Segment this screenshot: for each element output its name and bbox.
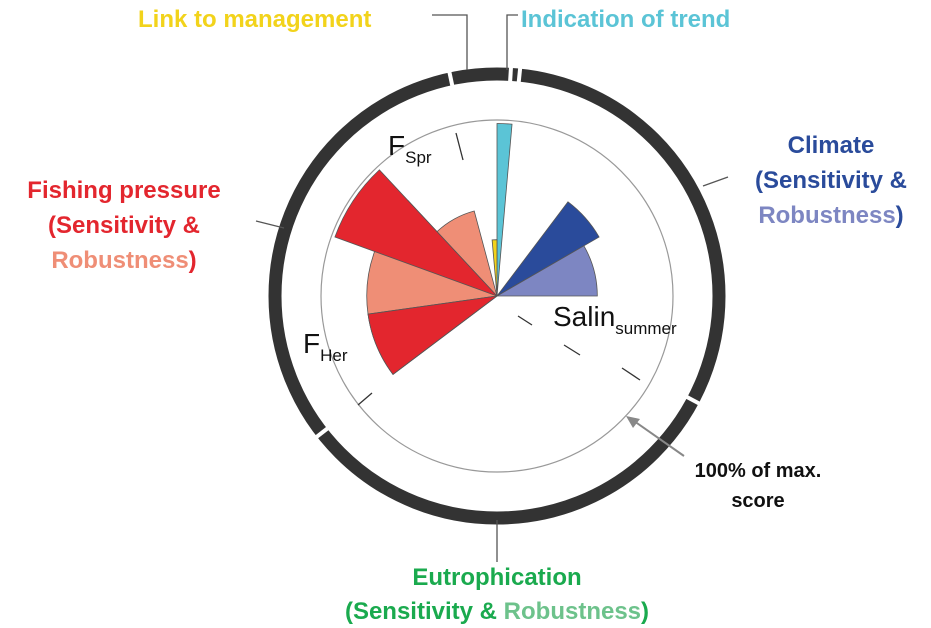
leaders: [255, 14, 729, 562]
indicator-main: F: [388, 130, 405, 161]
label: (Sensitivity & Robustness): [345, 598, 649, 625]
tick: [563, 344, 581, 356]
label-part: (Sensitivity &: [345, 598, 497, 625]
label: Eutrophication: [412, 564, 581, 591]
arrow-head: [626, 416, 640, 428]
label-part: [497, 598, 504, 625]
indicator: FSpr: [388, 130, 432, 167]
leader: [506, 14, 518, 70]
leader: [432, 14, 468, 70]
note: 100% of max.: [695, 460, 822, 482]
max-score-circle: [320, 119, 674, 473]
wedge: [334, 169, 498, 297]
label: Robustness): [758, 202, 903, 229]
leader: [255, 220, 285, 229]
indicator-main: F: [303, 328, 320, 359]
indicator-sub: Spr: [405, 148, 432, 167]
indicator-sub: summer: [615, 319, 677, 338]
wedge: [367, 295, 499, 375]
ring-gap: [314, 426, 330, 440]
ring-gap: [685, 394, 702, 406]
indicator-sub: Her: [320, 346, 348, 365]
note: score: [731, 490, 784, 512]
label: (Sensitivity &: [48, 212, 200, 239]
ring-gap: [447, 70, 455, 88]
tick: [455, 132, 464, 161]
wedge: [491, 239, 498, 297]
label: (Sensitivity &: [755, 167, 907, 194]
label: Climate: [788, 132, 875, 159]
label: Robustness): [51, 247, 196, 274]
indicator: Salinsummer: [553, 301, 677, 338]
label-part: ): [896, 202, 904, 229]
label: Fishing pressure: [27, 177, 220, 204]
leader: [702, 176, 729, 187]
label-part: ): [189, 247, 197, 274]
tick: [357, 392, 373, 406]
label: Link to management: [138, 6, 371, 33]
wedge: [496, 123, 513, 297]
ring-gap: [516, 66, 523, 84]
tick: [621, 367, 641, 381]
label: Indication of trend: [521, 6, 730, 33]
outer-ring: [268, 67, 726, 525]
wedges: [334, 123, 600, 375]
label-part: Robustness: [51, 247, 188, 274]
ring-gaps: [314, 66, 702, 440]
indicator: FHer: [303, 328, 348, 365]
wedge: [496, 201, 600, 297]
indicator-main: Salin: [553, 301, 615, 332]
label-part: Robustness: [758, 202, 895, 229]
wedge: [495, 245, 598, 297]
label-part: ): [641, 598, 649, 625]
inner-ticks: [357, 132, 641, 406]
label-part: Robustness: [504, 598, 641, 625]
arrow-shaft: [633, 420, 685, 457]
ring-gap: [508, 66, 514, 83]
tick: [517, 315, 533, 326]
